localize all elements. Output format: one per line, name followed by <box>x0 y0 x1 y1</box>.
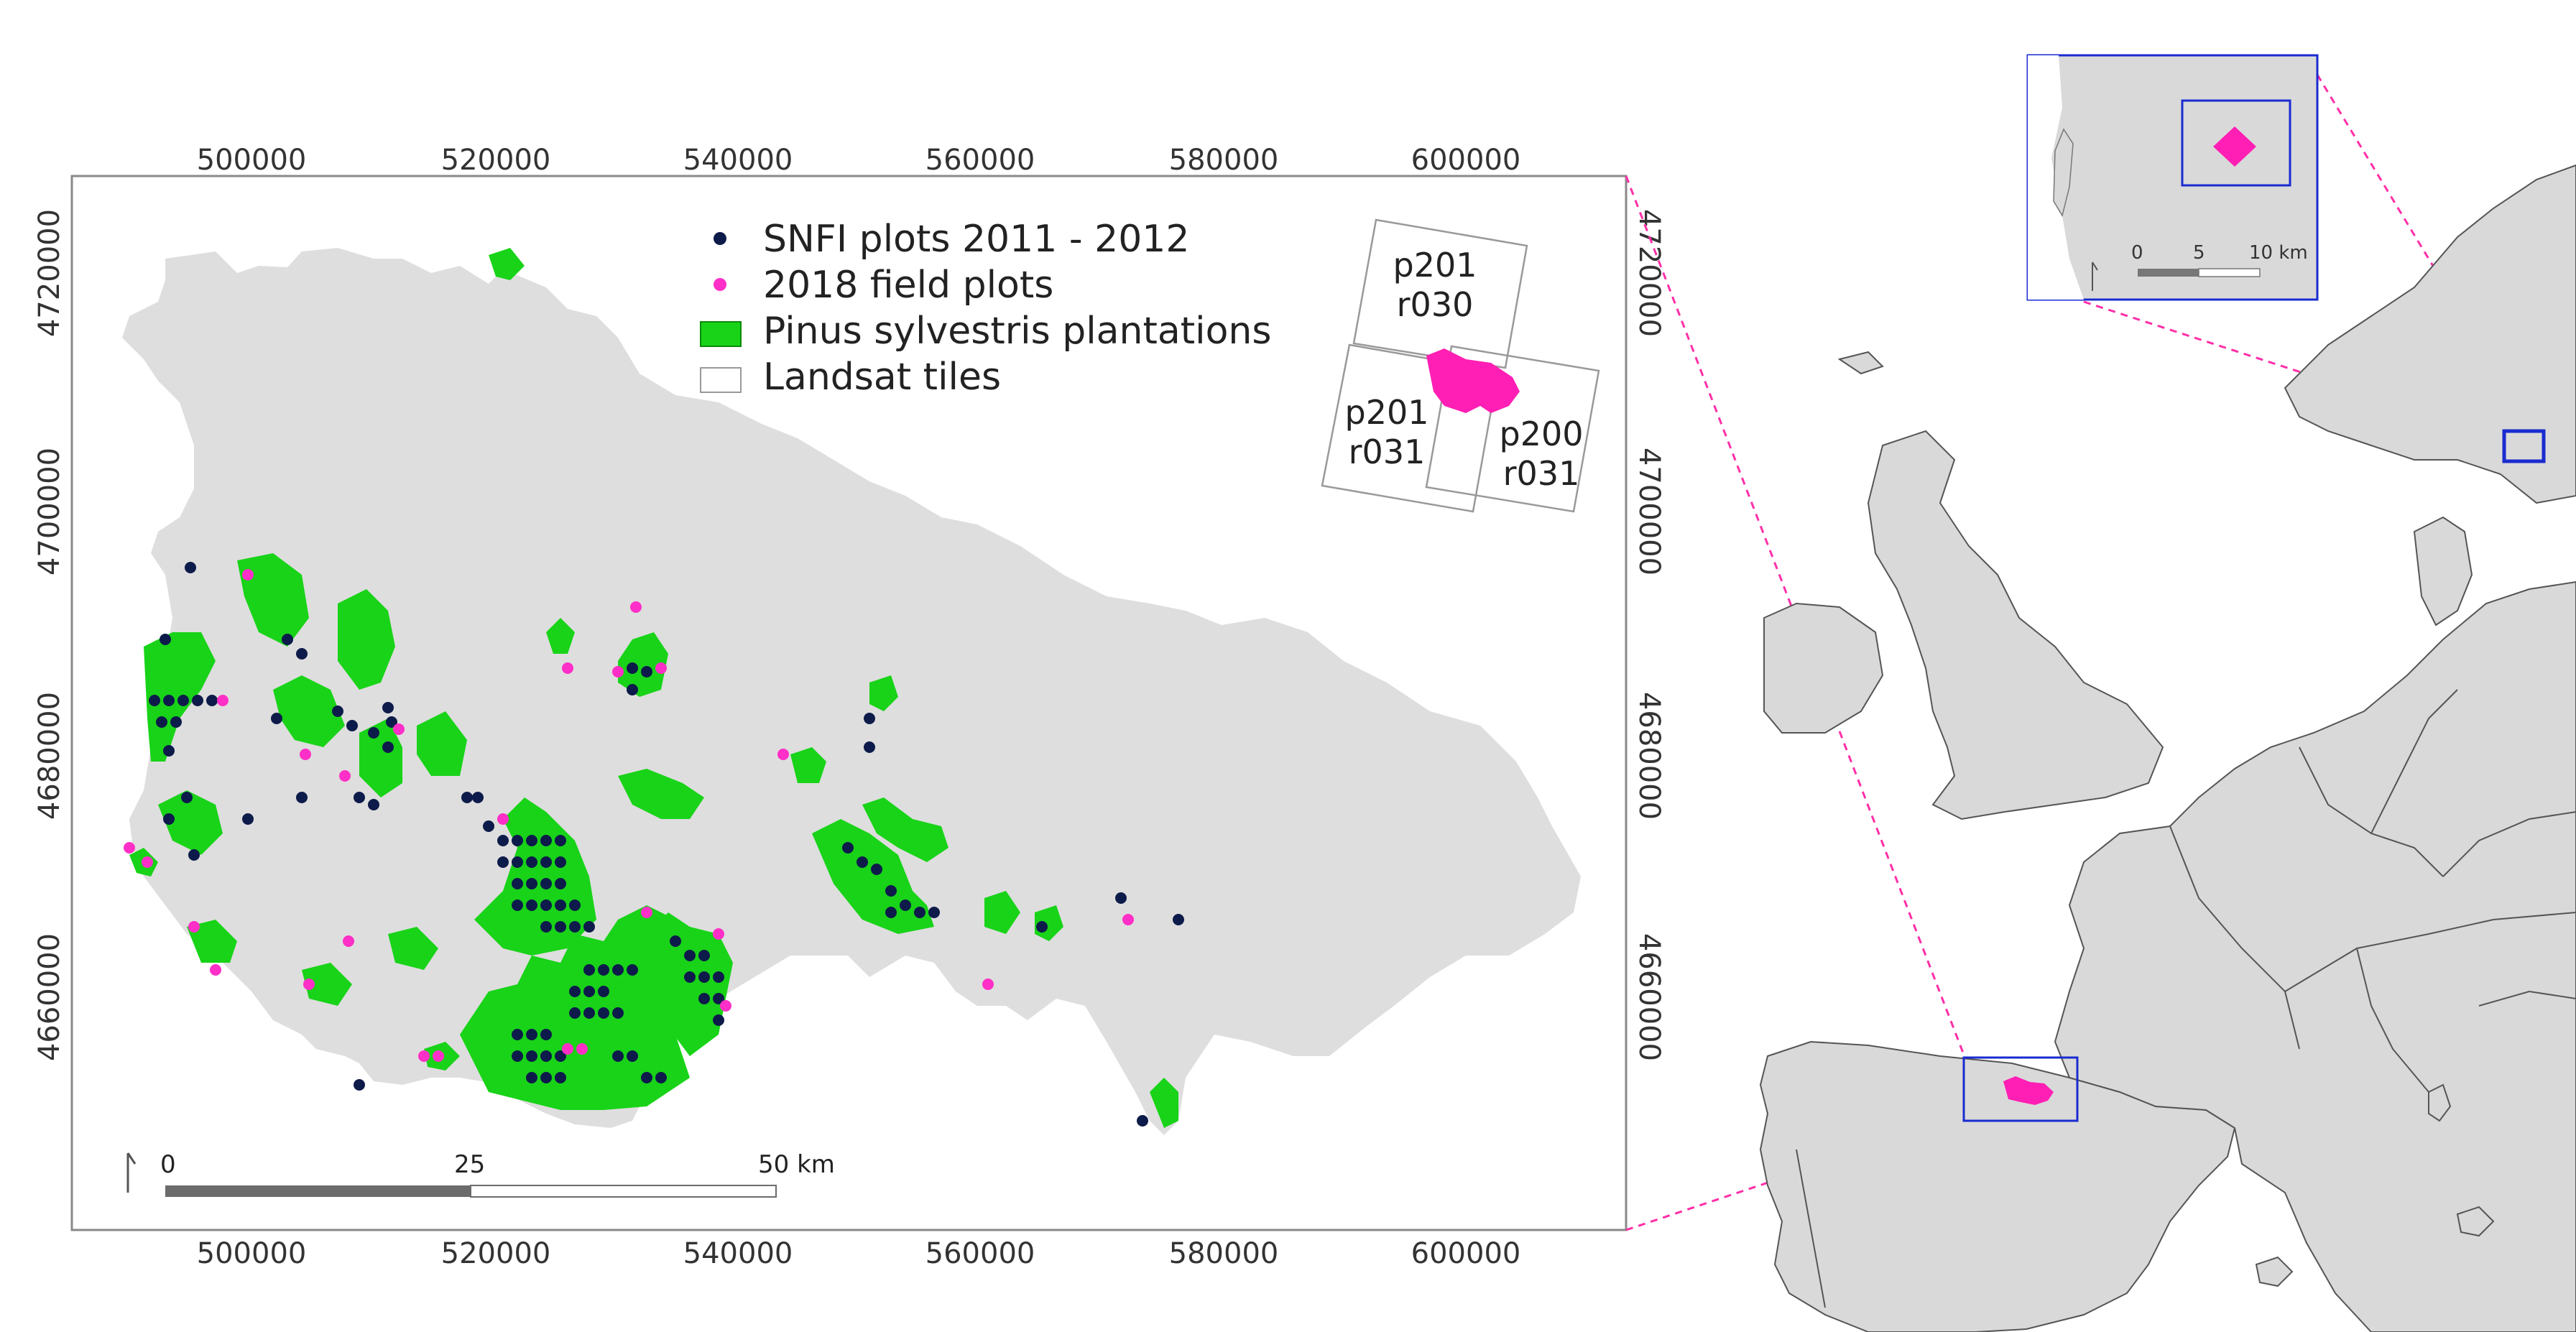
legend-field-label: 2018 field plots <box>763 264 1053 307</box>
inset-scale-label: 5 <box>2193 242 2205 264</box>
europe-map <box>1759 164 2576 1332</box>
x-tick-label: 560000 <box>925 1237 1035 1270</box>
y-tick-label: 4680000 <box>33 692 66 820</box>
iberia-landmass <box>1759 1040 2236 1332</box>
inset-scale-bar: 0 5 10 km <box>2131 242 2308 277</box>
inset-north-arrow <box>2092 262 2098 291</box>
top-x-ticks: 500000 520000 540000 560000 580000 60000… <box>197 144 1521 177</box>
legend-tiles-label: Landsat tiles <box>763 356 1001 399</box>
tile-label: r031 <box>1503 454 1580 493</box>
continent-landmass <box>2054 581 2576 1332</box>
tile-label: r030 <box>1397 285 1474 324</box>
norway-landmass <box>2284 164 2576 504</box>
tile-outline <box>1425 345 1600 513</box>
y-tick-label: 4680000 <box>1633 692 1666 820</box>
islands <box>1837 351 2495 1287</box>
y-tick-label: 4660000 <box>33 933 66 1061</box>
rioja-highlight <box>2003 1076 2054 1105</box>
britain-landmass <box>1867 430 2164 820</box>
norway-inset: 0 5 10 km <box>2026 54 2319 301</box>
legend-plantation-label: Pinus sylvestris plantations <box>763 310 1271 353</box>
x-tick-label: 560000 <box>925 144 1035 177</box>
tile-label: p201 <box>1345 393 1429 432</box>
inset-island <box>2053 128 2074 217</box>
x-tick-label: 500000 <box>197 144 307 177</box>
tile-label: p200 <box>1500 415 1584 453</box>
scale-label: 0 <box>160 1150 176 1179</box>
main-map: 500000 520000 540000 560000 580000 60000… <box>33 144 1666 1270</box>
legend-plantation-symbol <box>700 321 742 347</box>
snfi-plot-points <box>149 562 1184 1127</box>
rioja-frame <box>1962 1056 2079 1122</box>
tile-label: r031 <box>1349 433 1426 471</box>
norway-frame <box>2502 429 2546 463</box>
x-tick-label: 580000 <box>1169 1237 1279 1270</box>
x-tick-label: 500000 <box>197 1237 307 1270</box>
map-legend: SNFI plots 2011 - 2012 2018 field plots … <box>700 218 1271 399</box>
legend-snfi-label: SNFI plots 2011 - 2012 <box>763 218 1189 261</box>
tile-label: p201 <box>1393 246 1477 285</box>
x-tick-label: 520000 <box>441 144 551 177</box>
inset-scale-label: 10 km <box>2249 242 2308 264</box>
y-tick-label: 4660000 <box>1633 933 1666 1061</box>
legend-field-symbol <box>714 278 726 291</box>
scale-label: 50 km <box>758 1150 835 1179</box>
inset-scale-label: 0 <box>2131 242 2143 264</box>
x-tick-label: 600000 <box>1411 1237 1521 1270</box>
north-arrow <box>126 1152 137 1193</box>
right-y-ticks: 4720000 4700000 4680000 4660000 <box>1633 209 1666 1061</box>
tile-outline <box>1352 218 1528 369</box>
x-tick-label: 520000 <box>441 1237 551 1270</box>
landsat-tiles-diagram <box>1321 218 1600 513</box>
y-tick-label: 4700000 <box>1633 448 1666 575</box>
country-borders <box>2169 689 2576 1093</box>
x-tick-label: 540000 <box>683 1237 793 1270</box>
legend-tiles-symbol <box>700 367 742 393</box>
x-tick-label: 540000 <box>683 144 793 177</box>
border-line <box>1796 1149 1826 1308</box>
scale-bar: 0 25 50 km <box>160 1150 835 1198</box>
bottom-x-ticks: 500000 520000 540000 560000 580000 60000… <box>197 1237 1521 1270</box>
left-y-ticks: 4720000 4700000 4680000 4660000 <box>33 209 66 1061</box>
scale-label: 25 <box>454 1150 485 1179</box>
x-tick-label: 600000 <box>1411 144 1521 177</box>
x-tick-label: 580000 <box>1169 144 1279 177</box>
y-tick-label: 4720000 <box>1633 209 1666 337</box>
y-tick-label: 4720000 <box>33 209 66 337</box>
field-plot-points <box>124 569 1134 1062</box>
inset-water <box>2028 55 2084 300</box>
rioja-highlight <box>1426 348 1520 413</box>
tile-labels: p201 r030 p201 r031 p200 r031 <box>1345 246 1584 493</box>
denmark-landmass <box>2413 516 2473 626</box>
inset-target-highlight <box>2213 126 2256 167</box>
legend-snfi-symbol <box>714 232 726 245</box>
ireland-landmass <box>1763 602 1884 734</box>
inset-target-frame <box>2181 99 2291 187</box>
y-tick-label: 4700000 <box>33 448 66 575</box>
inset-frame <box>2026 54 2319 301</box>
